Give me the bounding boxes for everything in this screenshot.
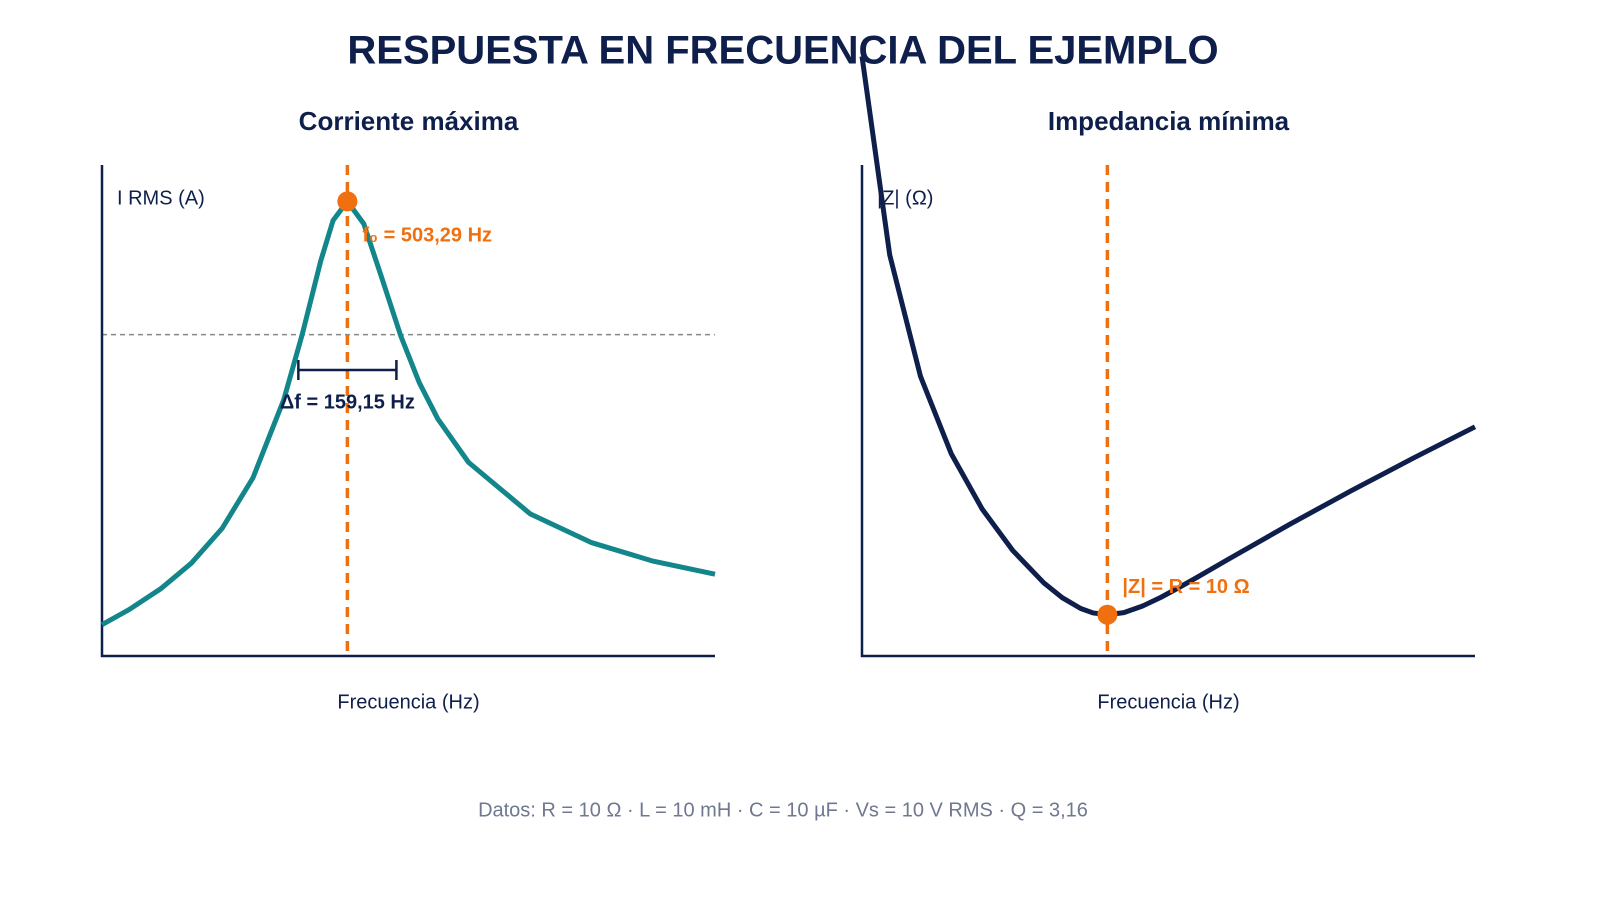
bandwidth-bar [297,360,398,380]
axes [100,165,715,658]
x-axis-label: Frecuencia (Hz) [1097,691,1239,713]
resonance-point [1097,604,1118,625]
resonance-label: |Z| = R = 10 Ω [1122,576,1249,598]
resonance-label: f₀ = 503,29 Hz [362,225,492,247]
axes [860,165,1475,658]
figure-title: RESPUESTA EN FRECUENCIA DEL EJEMPLO [347,29,1218,73]
y-axis-label: I RMS (A) [117,187,205,209]
curve [859,56,1477,618]
footnote: Datos: R = 10 Ω · L = 10 mH · C = 10 µF … [478,799,1088,821]
x-axis-label: Frecuencia (Hz) [337,691,479,713]
panel-title: Corriente máxima [299,106,519,136]
panel-title: Impedancia mínima [1048,106,1290,136]
resonance-point [337,191,358,212]
bandwidth-label: Δf = 159,15 Hz [280,391,415,413]
y-axis-label: |Z| (Ω) [877,187,933,209]
